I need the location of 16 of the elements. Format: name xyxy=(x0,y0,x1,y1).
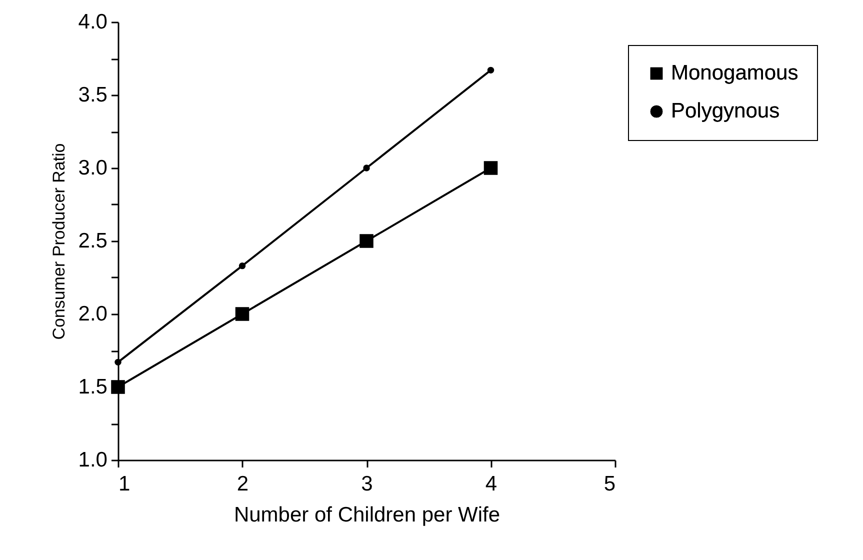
y-tick-label: 4.0 xyxy=(78,10,108,34)
x-tick-label: 4 xyxy=(485,472,498,496)
y-axis-title: Consumer Producer Ratio xyxy=(49,143,68,340)
y-tick-label: 3.0 xyxy=(78,156,108,180)
legend-label: Monogamous xyxy=(671,62,798,84)
legend-label: Polygynous xyxy=(671,100,780,122)
x-tick-label: 2 xyxy=(236,472,249,496)
x-tick-label: 1 xyxy=(118,472,130,496)
y-tick-label: 2.5 xyxy=(78,230,108,252)
y-tick-label: 2.0 xyxy=(78,302,108,326)
y-tick-label: 3.5 xyxy=(78,84,108,106)
y-tick-label: 1.5 xyxy=(78,376,108,398)
y-tick-label: 1.0 xyxy=(78,448,108,472)
x-tick-label: 3 xyxy=(361,472,373,496)
x-tick-label: 5 xyxy=(604,472,616,496)
x-axis-title: Number of Children per Wife xyxy=(234,504,500,526)
